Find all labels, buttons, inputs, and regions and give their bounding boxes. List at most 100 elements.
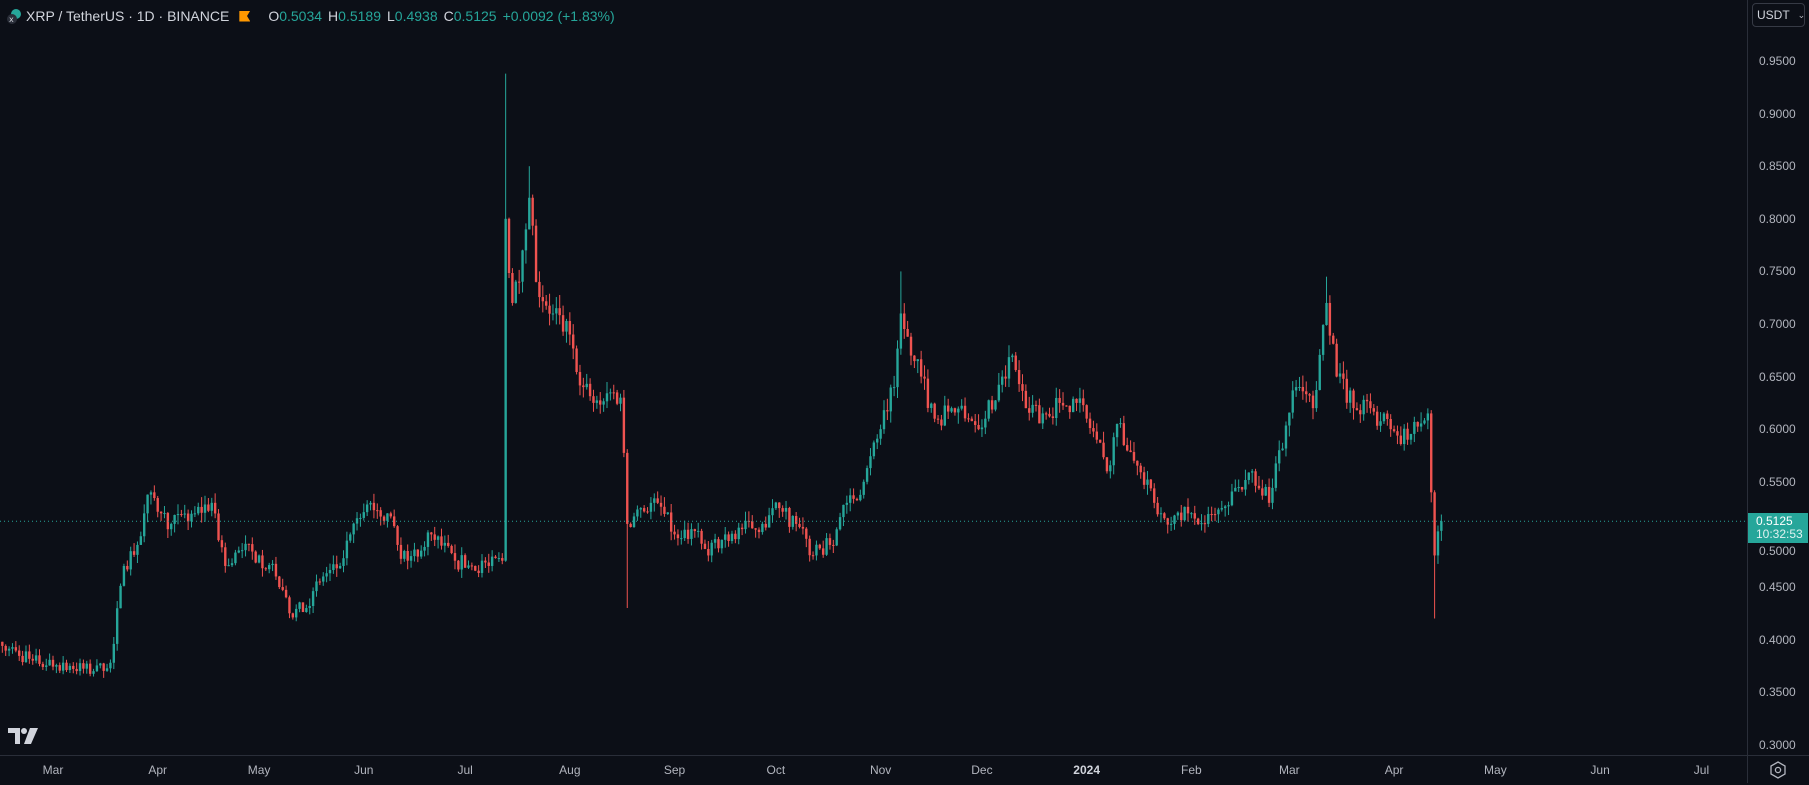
- candle-up[interactable]: [892, 387, 896, 389]
- candle-up[interactable]: [1173, 515, 1176, 524]
- candle-down[interactable]: [1386, 413, 1389, 419]
- candle-up[interactable]: [1436, 531, 1440, 556]
- candle-up[interactable]: [139, 536, 143, 545]
- candle-down[interactable]: [1396, 431, 1399, 436]
- candle-up[interactable]: [271, 563, 274, 566]
- candle-down[interactable]: [1345, 378, 1348, 403]
- candle-down[interactable]: [646, 511, 649, 513]
- candle-up[interactable]: [1115, 423, 1119, 438]
- candle-down[interactable]: [470, 565, 474, 567]
- candle-down[interactable]: [288, 597, 291, 614]
- candle-up[interactable]: [55, 665, 58, 667]
- candle-up[interactable]: [1227, 505, 1230, 507]
- candle-down[interactable]: [794, 516, 798, 524]
- candle-down[interactable]: [28, 651, 31, 659]
- candle-up[interactable]: [632, 516, 636, 528]
- candle-up[interactable]: [504, 218, 507, 561]
- candle-up[interactable]: [1207, 514, 1210, 524]
- candle-up[interactable]: [193, 513, 197, 515]
- candle-down[interactable]: [376, 510, 379, 512]
- candle-up[interactable]: [1403, 428, 1406, 445]
- candle-up[interactable]: [61, 662, 65, 671]
- candle-down[interactable]: [1048, 413, 1051, 417]
- candle-up[interactable]: [45, 665, 48, 667]
- candle-down[interactable]: [1126, 445, 1129, 451]
- candle-up[interactable]: [146, 494, 149, 514]
- candle-down[interactable]: [474, 565, 477, 571]
- candle-up[interactable]: [359, 517, 362, 519]
- candle-down[interactable]: [1136, 460, 1139, 466]
- candle-up[interactable]: [34, 655, 38, 661]
- candle-up[interactable]: [1031, 404, 1034, 413]
- candle-down[interactable]: [251, 544, 254, 552]
- candle-down[interactable]: [457, 560, 460, 570]
- candle-down[interactable]: [575, 348, 578, 373]
- candle-up[interactable]: [835, 529, 838, 546]
- candle-down[interactable]: [1075, 398, 1078, 403]
- candle-down[interactable]: [612, 392, 615, 394]
- candle-down[interactable]: [207, 504, 210, 511]
- candle-down[interactable]: [291, 613, 295, 618]
- candle-up[interactable]: [1379, 421, 1382, 426]
- candle-down[interactable]: [572, 334, 575, 349]
- candle-up[interactable]: [237, 550, 240, 553]
- candle-up[interactable]: [345, 540, 349, 559]
- candle-up[interactable]: [1169, 523, 1173, 525]
- candle-down[interactable]: [132, 551, 136, 555]
- candle-down[interactable]: [919, 359, 923, 377]
- candle-down[interactable]: [484, 560, 487, 563]
- candle-down[interactable]: [1038, 405, 1041, 424]
- candle-down[interactable]: [31, 658, 34, 661]
- candle-up[interactable]: [690, 529, 693, 539]
- candle-down[interactable]: [1068, 405, 1071, 413]
- candle-down[interactable]: [659, 502, 663, 507]
- candle-down[interactable]: [463, 555, 467, 568]
- candle-down[interactable]: [82, 663, 85, 669]
- candle-up[interactable]: [1281, 448, 1284, 451]
- candle-down[interactable]: [1129, 450, 1132, 453]
- candle-down[interactable]: [615, 392, 619, 404]
- candle-up[interactable]: [163, 513, 166, 515]
- candle-down[interactable]: [1335, 343, 1338, 377]
- candle-up[interactable]: [119, 585, 122, 609]
- candle-down[interactable]: [821, 548, 825, 555]
- candle-up[interactable]: [737, 527, 740, 540]
- candle-down[interactable]: [1156, 502, 1159, 515]
- candle-up[interactable]: [328, 570, 332, 574]
- candle-down[interactable]: [1311, 395, 1315, 409]
- candle-up[interactable]: [730, 533, 734, 542]
- candle-up[interactable]: [332, 564, 335, 571]
- candle-down[interactable]: [200, 506, 203, 513]
- candle-down[interactable]: [433, 534, 436, 540]
- candle-up[interactable]: [1234, 487, 1237, 492]
- candle-up[interactable]: [1426, 413, 1430, 421]
- candle-down[interactable]: [1122, 423, 1126, 446]
- candle-down[interactable]: [1203, 523, 1207, 525]
- candle-down[interactable]: [1028, 408, 1031, 413]
- candle-up[interactable]: [115, 608, 119, 644]
- candle-up[interactable]: [950, 408, 953, 412]
- candle-up[interactable]: [862, 481, 865, 495]
- candle-up[interactable]: [298, 602, 301, 609]
- candle-down[interactable]: [1430, 413, 1433, 493]
- candle-down[interactable]: [764, 523, 767, 528]
- candle-down[interactable]: [58, 665, 61, 671]
- candle-down[interactable]: [1240, 487, 1244, 490]
- candle-up[interactable]: [295, 608, 298, 618]
- candle-down[interactable]: [973, 421, 977, 425]
- candle-up[interactable]: [386, 513, 389, 521]
- candle-down[interactable]: [264, 568, 268, 570]
- candle-up[interactable]: [595, 400, 599, 403]
- candle-down[interactable]: [1389, 418, 1392, 430]
- candle-down[interactable]: [318, 581, 322, 583]
- candle-up[interactable]: [1112, 437, 1115, 466]
- candle-up[interactable]: [227, 565, 230, 567]
- candle-down[interactable]: [1399, 435, 1403, 445]
- candle-down[interactable]: [274, 563, 278, 577]
- candle-up[interactable]: [355, 518, 359, 524]
- candle-up[interactable]: [1200, 523, 1203, 525]
- candle-down[interactable]: [1061, 402, 1065, 406]
- candle-up[interactable]: [426, 532, 430, 547]
- candle-down[interactable]: [75, 668, 78, 672]
